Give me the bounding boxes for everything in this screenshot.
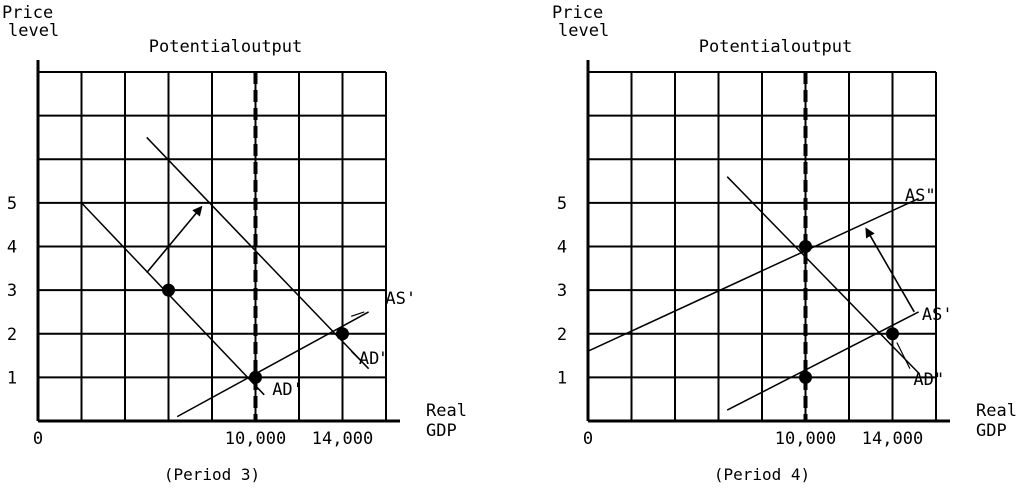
chart-title: Potentialoutput — [699, 37, 853, 57]
origin-label: 0 — [33, 429, 43, 449]
series-leader-line — [350, 350, 370, 370]
y-axis-label: level — [8, 21, 59, 41]
series-line — [146, 136, 370, 370]
x-axis-label: Real — [426, 401, 467, 421]
chart-caption: (Period 3) — [164, 465, 260, 484]
series-leader-line — [351, 311, 365, 317]
y-tick-label: 1 — [7, 368, 17, 388]
x-axis-label: GDP — [976, 421, 1007, 441]
equilibrium-point — [799, 240, 812, 253]
series-line — [176, 311, 369, 418]
x-tick-label: 10,000 — [225, 429, 286, 449]
equilibrium-point — [249, 370, 262, 384]
y-axis-label: Price — [2, 3, 53, 23]
x-axis-label: Real — [976, 401, 1016, 421]
series-label: AS' — [922, 305, 953, 325]
equilibrium-point — [336, 327, 349, 341]
series-line — [726, 176, 920, 374]
y-tick-label: 5 — [557, 194, 567, 214]
y-tick-label: 4 — [7, 238, 17, 258]
shift-arrow — [146, 205, 203, 274]
equilibrium-point — [162, 283, 175, 297]
equilibrium-point — [799, 370, 812, 384]
origin-label: 0 — [583, 429, 593, 449]
y-tick-label: 3 — [557, 281, 567, 301]
series-label: AD" — [913, 370, 944, 390]
series-line — [726, 311, 919, 411]
y-axis-label: level — [558, 21, 609, 41]
equilibrium-point — [886, 327, 899, 341]
series-label: AS" — [905, 186, 936, 206]
series-label: AD' — [272, 380, 303, 400]
chart-caption: (Period 4) — [714, 465, 810, 484]
series-label: AD" — [359, 349, 390, 369]
series-leader-line — [896, 342, 911, 369]
series-line — [80, 202, 265, 396]
y-tick-label: 1 — [557, 368, 567, 388]
x-axis-label: GDP — [426, 421, 457, 441]
series-label: AS' — [385, 289, 416, 309]
y-tick-label: 5 — [7, 194, 17, 214]
chart-title: Potentialoutput — [149, 37, 303, 57]
x-tick-label: 14,000 — [862, 429, 923, 449]
y-tick-label: 4 — [557, 238, 567, 258]
x-tick-label: 14,000 — [312, 429, 373, 449]
y-tick-label: 2 — [7, 325, 17, 345]
y-tick-label: 2 — [557, 325, 567, 345]
y-tick-label: 3 — [7, 281, 17, 301]
series-line — [587, 197, 919, 352]
x-tick-label: 10,000 — [775, 429, 836, 449]
y-axis-label: Price — [552, 3, 603, 23]
shift-arrow — [865, 227, 915, 313]
